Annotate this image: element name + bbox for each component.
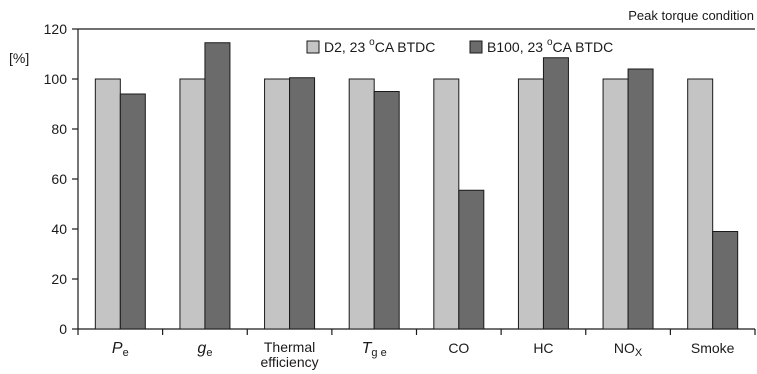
x-category-label: ge (197, 340, 212, 359)
y-tick-label: 100 (44, 71, 68, 87)
x-category-label: CO (448, 340, 469, 356)
x-category-label: Thermal efficiency (261, 339, 319, 370)
bar-series-2-cat-5 (458, 189, 485, 330)
y-axis: 0 20 40 60 80 100 120 (44, 21, 78, 337)
y-tick-label: 20 (51, 271, 67, 287)
bar-series-2-cat-2 (204, 42, 231, 330)
bar-series-1-cat-2 (179, 78, 206, 330)
y-tick-label: 60 (51, 171, 67, 187)
bar-series-2-cat-7 (627, 68, 654, 330)
bar-series-1-cat-3 (264, 78, 291, 330)
y-tick-label: 80 (51, 121, 67, 137)
x-category-label: Tg e (362, 340, 387, 359)
y-tick-label: 0 (59, 321, 67, 337)
legend: D2, 23 oCA BTDC B100, 23 oCA BTDC (306, 37, 613, 55)
x-category-label: NOX (614, 340, 643, 359)
x-category-label: Smoke (691, 340, 735, 356)
bar-series-2-cat-3 (289, 77, 316, 330)
y-axis-unit-label: [%] (9, 50, 29, 66)
x-axis: Pe ge Thermal efficiency Tg e CO HC NOX Smoke (77, 329, 756, 370)
bar-series-1-cat-8 (687, 78, 714, 330)
bar-series-1-cat-5 (433, 78, 460, 330)
legend-swatch-series-1 (306, 40, 320, 54)
y-tick-label: 40 (51, 221, 67, 237)
bar-series-2-cat-4 (373, 91, 400, 330)
bars-group (94, 42, 739, 330)
bar-series-1-cat-6 (517, 78, 544, 330)
bar-series-1-cat-7 (602, 78, 629, 330)
x-category-label: HC (533, 340, 553, 356)
legend-label-series-1: D2, 23 oCA BTDC (324, 37, 435, 55)
bar-series-1-cat-4 (348, 78, 375, 330)
bar-series-2-cat-6 (542, 57, 569, 330)
bar-series-1-cat-1 (94, 78, 121, 330)
legend-label-series-2: B100, 23 oCA BTDC (487, 37, 613, 55)
legend-swatch-series-2 (469, 40, 483, 54)
y-tick-label: 120 (44, 21, 68, 37)
bar-series-2-cat-8 (712, 231, 739, 330)
x-category-label: Pe (112, 340, 129, 359)
bar-series-2-cat-1 (119, 93, 146, 330)
annotation-peak-torque: Peak torque condition (628, 8, 754, 23)
